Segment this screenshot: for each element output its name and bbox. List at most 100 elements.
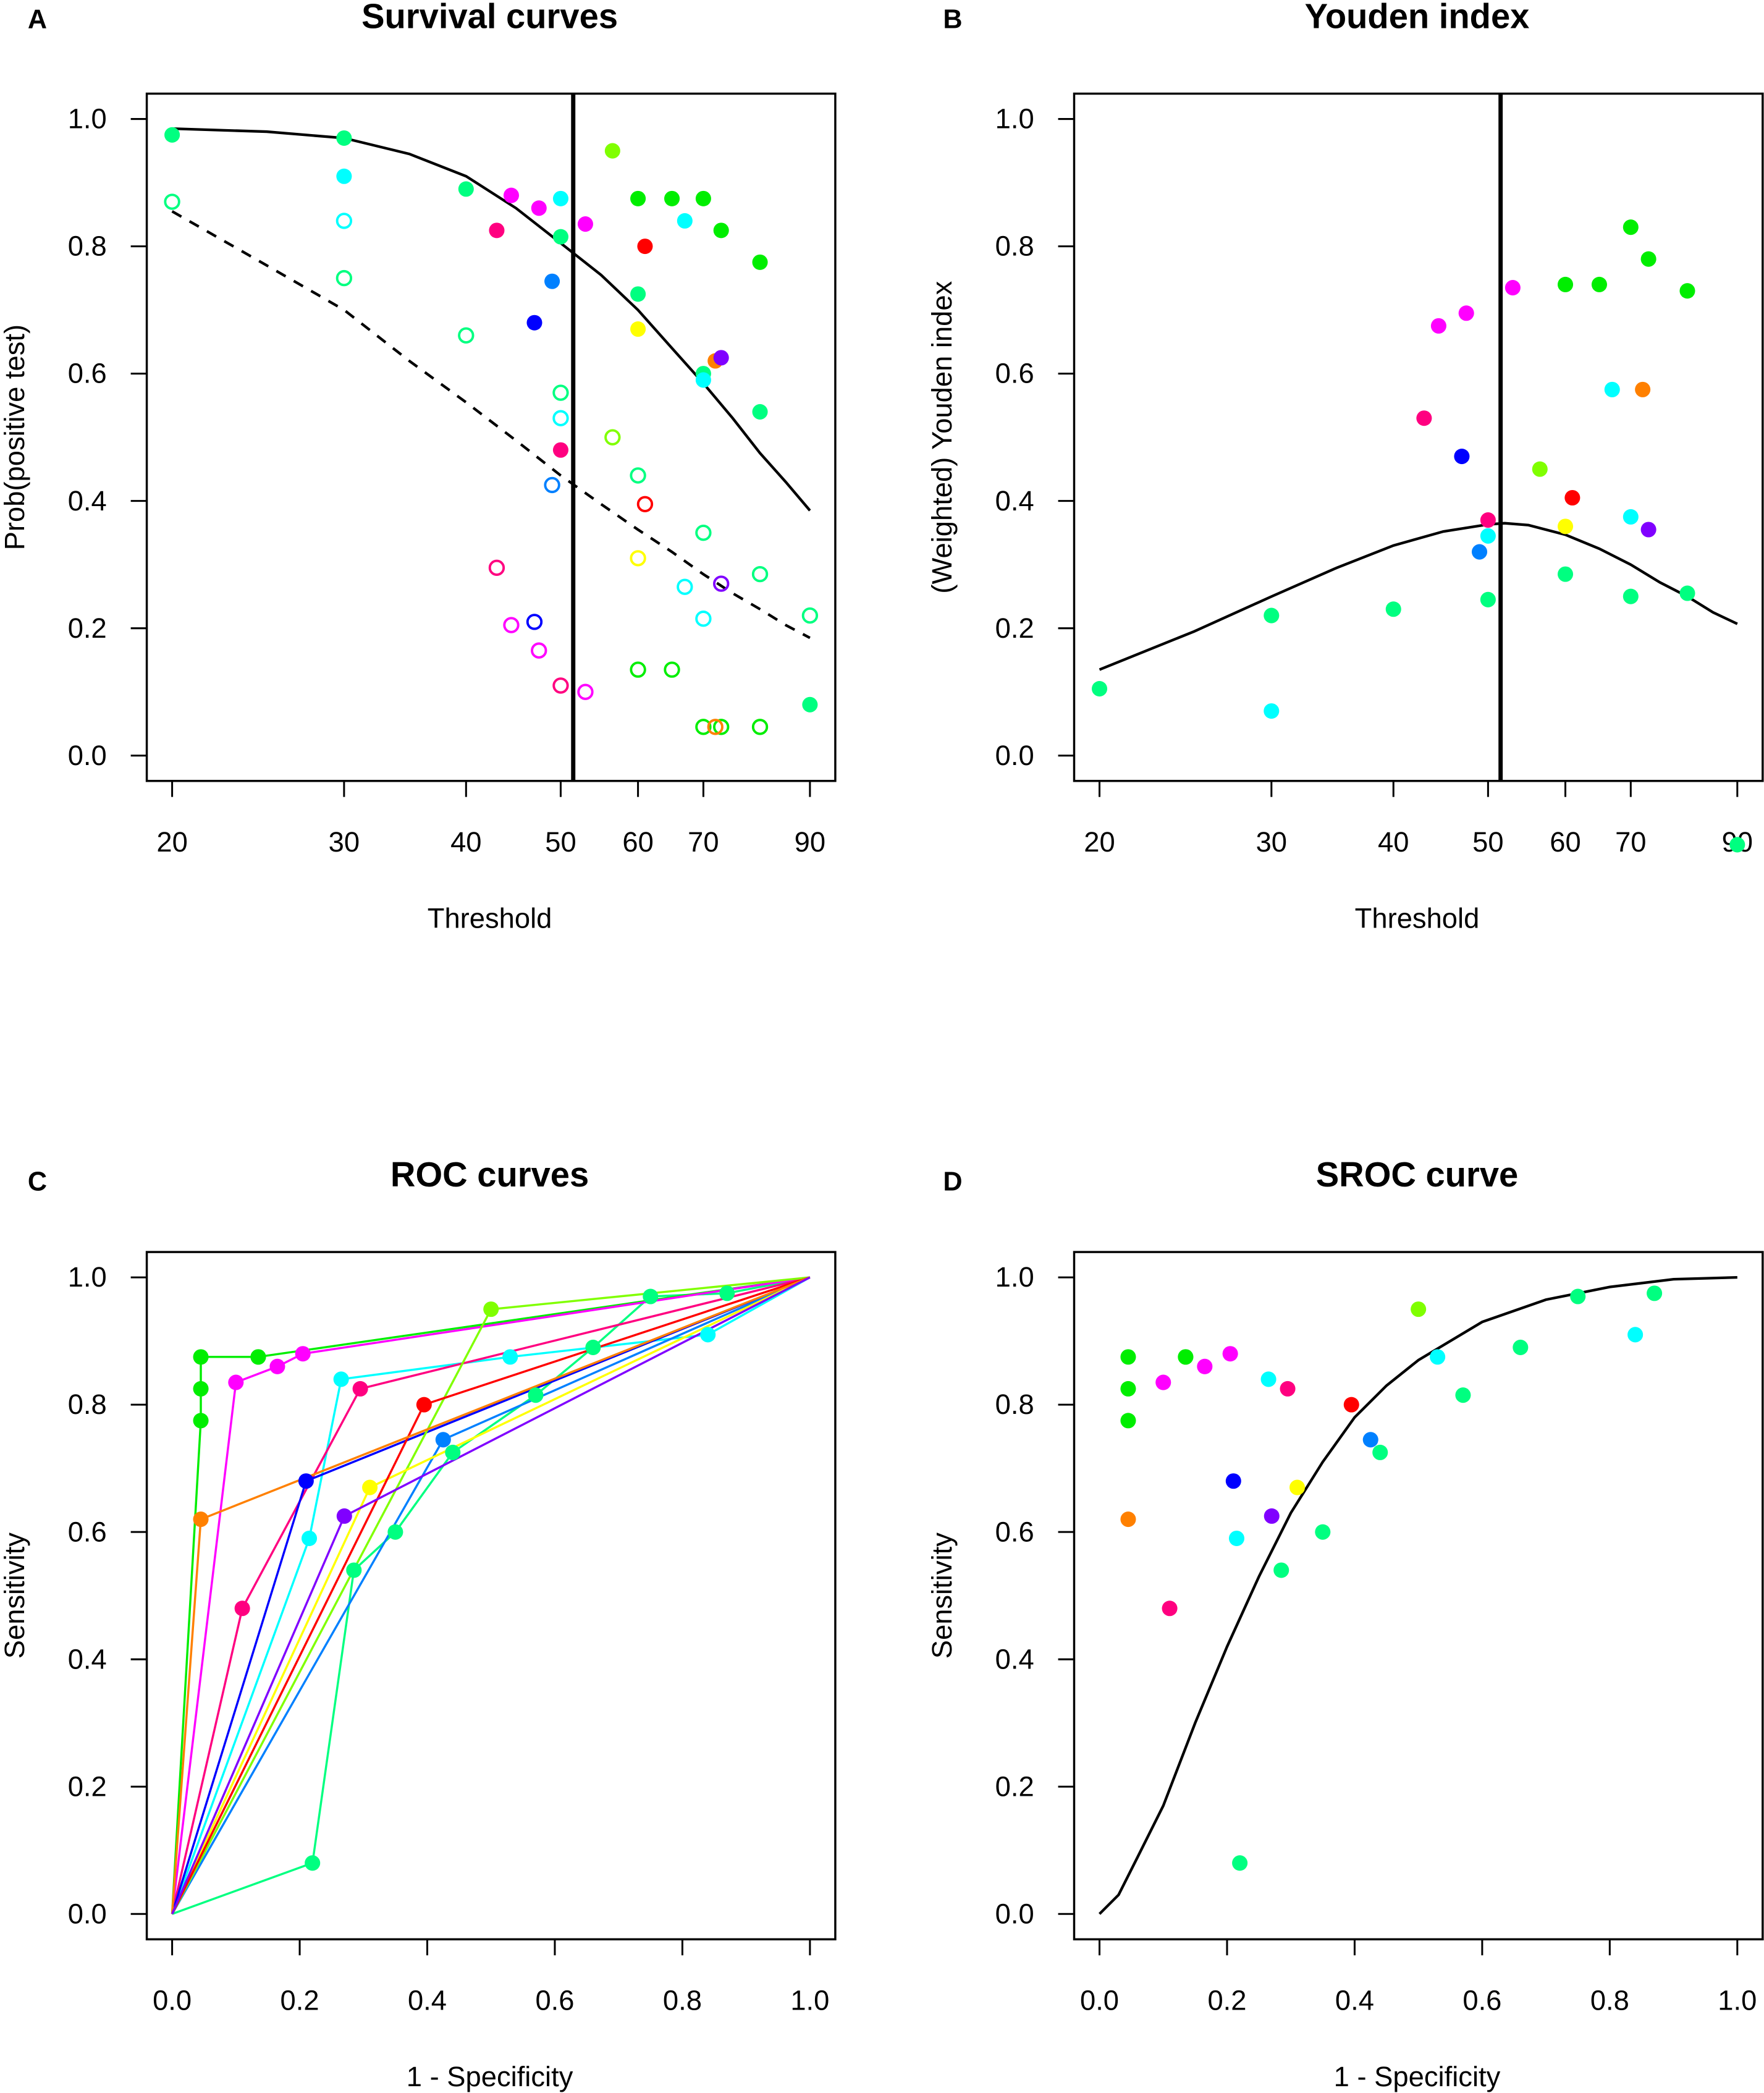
fpr-point-study-1 (801, 607, 819, 624)
x-tick-label: 1.0 (790, 1985, 829, 2016)
panel-letter: B (943, 5, 962, 35)
x-tick-label: 40 (1378, 826, 1409, 858)
sensitivity-point-study-1 (752, 404, 768, 420)
sroc-point-study-1 (1232, 1855, 1248, 1871)
roc-point-study-1 (387, 1524, 403, 1540)
sroc-point-study-4 (1197, 1358, 1213, 1374)
y-tick-label: 1.0 (995, 103, 1034, 135)
x-tick-label: 90 (795, 826, 825, 858)
panel-letter: A (28, 5, 47, 35)
sroc-point-study-4 (1155, 1374, 1171, 1390)
fpr-point-study-4 (503, 617, 520, 633)
x-tick-label: 0.0 (1080, 1985, 1119, 2016)
y-tick-label: 1.0 (68, 1261, 107, 1293)
y-axis-label: Sensitivity (926, 1533, 958, 1659)
false-positive-rate-curve (171, 210, 811, 640)
fpr-point-study-1 (552, 384, 569, 401)
roc-line-study-5 (171, 1276, 811, 1914)
y-tick-label: 0.6 (995, 358, 1034, 389)
x-tick-label: 0.2 (1207, 1985, 1246, 2016)
y-tick-label: 0.8 (68, 1389, 107, 1420)
roc-point-study-2 (700, 1327, 716, 1343)
sroc-point-study-1 (1647, 1285, 1663, 1301)
youden-point-study-1 (1264, 607, 1280, 624)
fpr-point-study-6 (526, 614, 543, 630)
sensitivity-curve (172, 127, 811, 512)
sensitivity-point-study-3 (695, 190, 711, 206)
fpr-point-study-3 (695, 719, 712, 735)
fpr-point-study-3 (664, 661, 680, 678)
youden-point-study-2 (1623, 509, 1639, 525)
panel-A: A Survival curves 20 30 40 50 60 70 90 0.0 0.2 0.4 0… (0, 0, 837, 934)
youden-point-study-3 (1591, 276, 1607, 292)
y-tick-label: 0.6 (68, 1516, 107, 1547)
fpr-point-study-4 (577, 683, 594, 700)
roc-point-study-11 (193, 1512, 209, 1528)
roc-point-study-1 (305, 1855, 321, 1871)
fpr-point-study-9 (630, 550, 646, 567)
sroc-point-study-2 (1430, 1349, 1446, 1365)
panel-letter: C (28, 1167, 47, 1197)
y-tick-label: 0.0 (68, 740, 107, 771)
x-tick-label: 40 (450, 826, 481, 858)
sensitivity-point-study-1 (552, 229, 568, 245)
sroc-point-study-6 (1225, 1473, 1241, 1489)
x-tick-label: 0.0 (153, 1985, 192, 2016)
sensitivity-point-study-1 (164, 127, 180, 143)
roc-line-study-3 (171, 1276, 811, 1914)
youden-point-study-1 (1623, 588, 1639, 604)
roc-line-study-1 (171, 1276, 811, 1915)
y-tick-label: 0.6 (995, 1516, 1034, 1547)
roc-line-study-4 (171, 1276, 811, 1914)
roc-point-study-4 (295, 1346, 311, 1362)
chart-title: ROC curves (390, 1155, 589, 1194)
sensitivity-point-study-3 (630, 190, 646, 206)
youden-point-study-3 (1557, 276, 1574, 292)
fpr-point-study-8 (604, 429, 621, 446)
y-tick-label: 0.4 (68, 1643, 107, 1675)
x-tick-label: 60 (1550, 826, 1580, 858)
y-axis-label: Prob(positive test) (0, 324, 30, 550)
fpr-point-study-3 (630, 661, 646, 678)
fpr-point-study-1 (458, 327, 475, 344)
fpr-point-study-1 (751, 565, 769, 583)
sroc-point-study-1 (1570, 1288, 1586, 1304)
x-tick-label: 30 (329, 826, 360, 858)
x-axis-label: 1 - Specificity (407, 2061, 573, 2092)
sroc-point-study-9 (1289, 1479, 1306, 1495)
sensitivity-point-study-4 (531, 200, 547, 216)
sensitivity-point-study-3 (713, 222, 729, 239)
y-tick-label: 0.2 (995, 612, 1034, 644)
roc-point-study-4 (228, 1374, 244, 1390)
youden-point-study-5 (1416, 410, 1432, 426)
youden-point-study-2 (1480, 528, 1496, 544)
youden-point-study-2 (1604, 381, 1620, 397)
youden-point-study-1 (1729, 837, 1745, 853)
y-tick-label: 0.0 (68, 1898, 107, 1929)
fpr-point-study-12 (713, 575, 730, 592)
fpr-point-study-4 (531, 642, 547, 659)
x-tick-label: 60 (622, 826, 653, 858)
roc-point-study-2 (333, 1371, 349, 1387)
y-tick-label: 0.8 (995, 1389, 1034, 1420)
fpr-point-study-2 (677, 578, 693, 595)
y-tick-label: 0.2 (995, 1770, 1034, 1802)
roc-point-study-4 (269, 1358, 285, 1374)
plot-frame (145, 1251, 837, 1941)
sroc-point-study-5 (1162, 1600, 1178, 1617)
sensitivity-point-study-3 (664, 190, 680, 206)
panel-D: D SROC curve 0.0 0.2 0.4 0.6 0.8 1.0 0.0 0.2 0.4 0.… (926, 1155, 1764, 2092)
sensitivity-point-study-3 (752, 254, 768, 270)
youden-curve (1099, 522, 1738, 671)
roc-line-study-8 (171, 1276, 811, 1915)
y-tick-label: 1.0 (68, 103, 107, 135)
sroc-point-study-2 (1627, 1327, 1644, 1343)
y-tick-label: 0.8 (995, 230, 1034, 262)
youden-point-study-1 (1679, 585, 1695, 601)
sroc-point-study-3 (1120, 1349, 1136, 1365)
chart-title: SROC curve (1316, 1155, 1519, 1194)
sroc-curve (1098, 1275, 1737, 1915)
x-tick-label: 1.0 (1718, 1985, 1757, 2016)
youden-point-study-3 (1679, 283, 1695, 299)
